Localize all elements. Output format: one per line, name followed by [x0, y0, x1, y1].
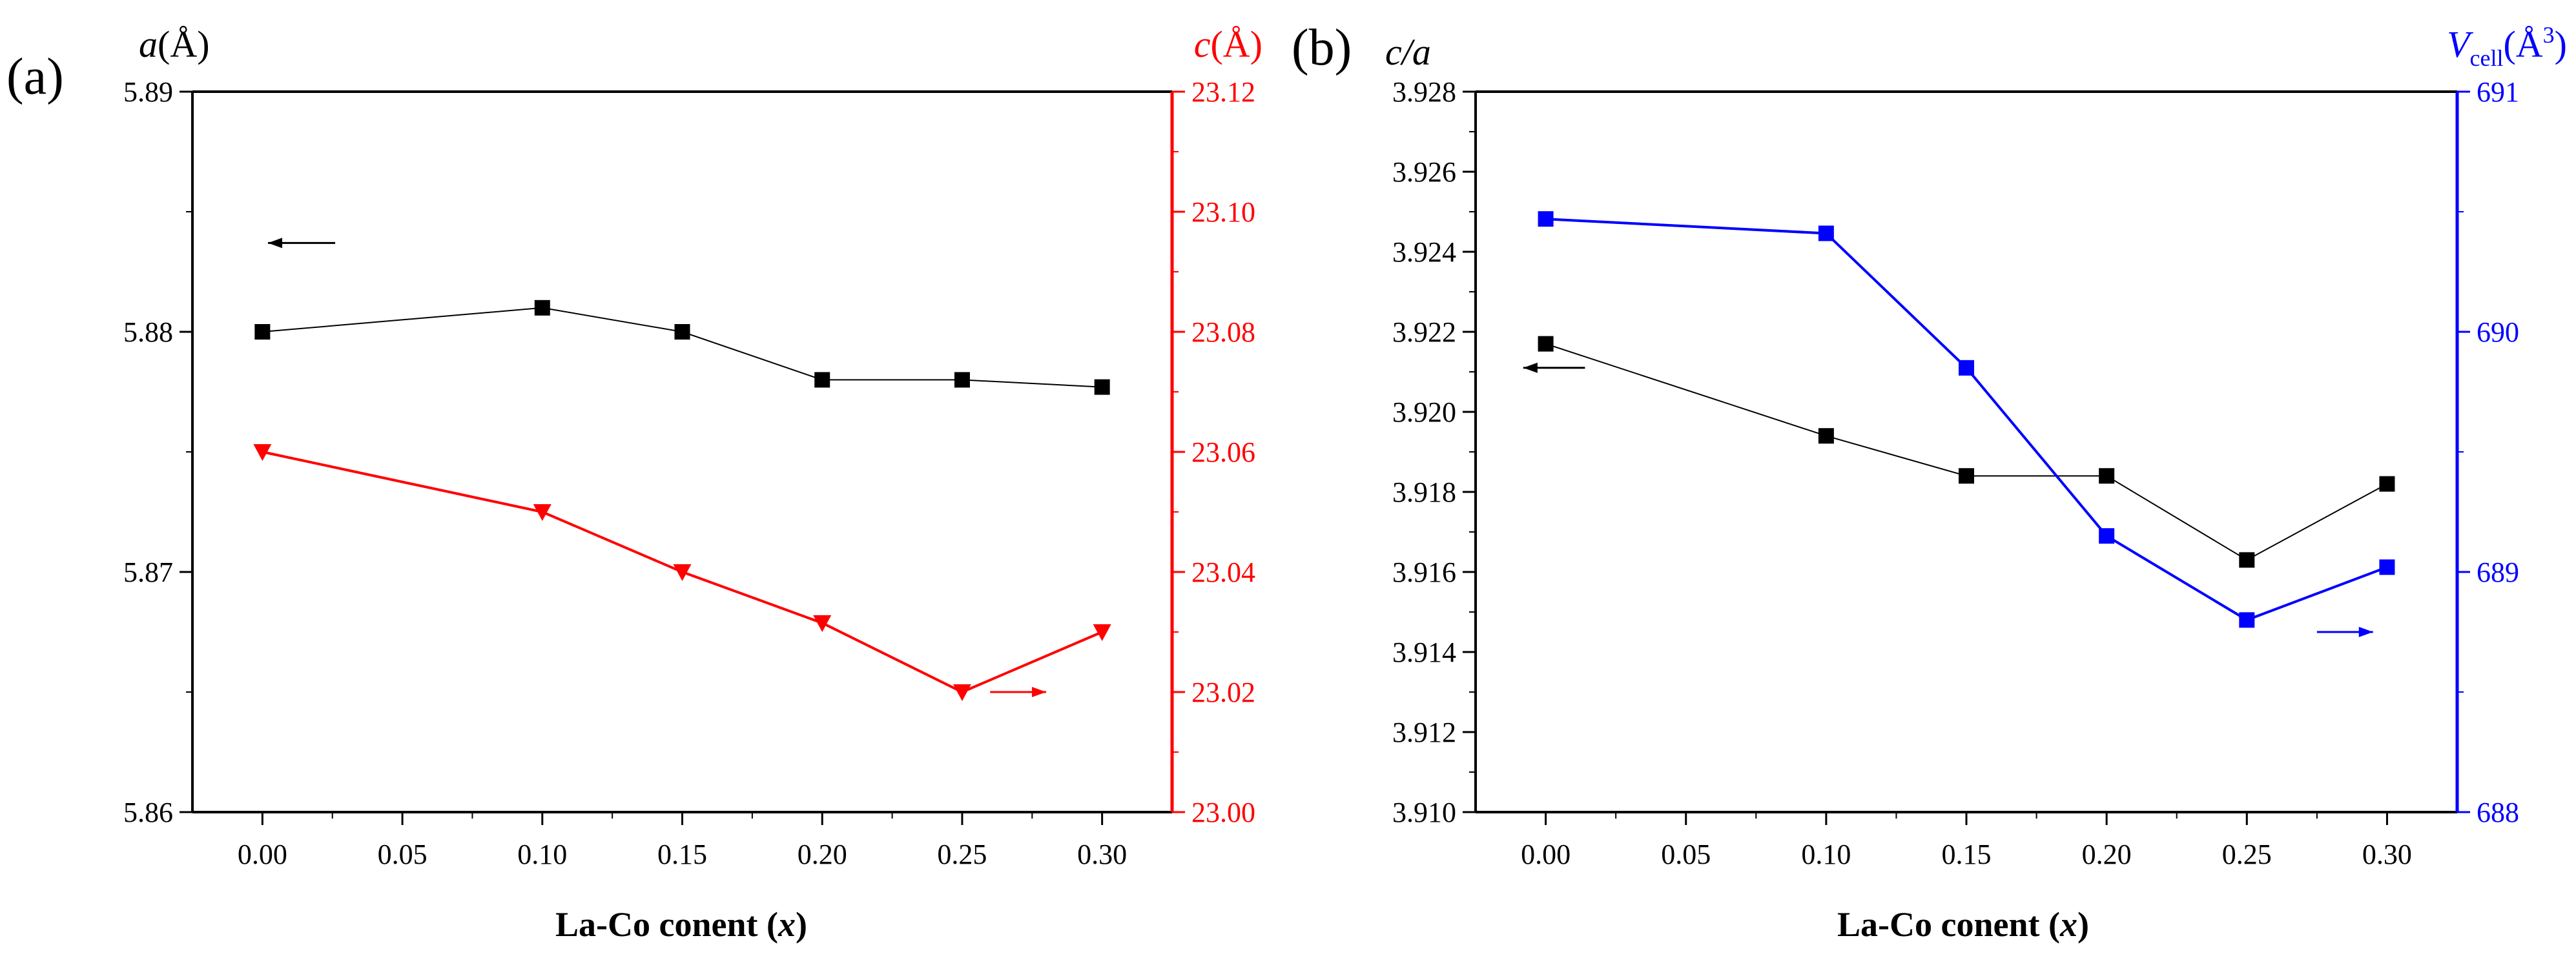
panel-a-x-tick-label: 0.30 — [1077, 839, 1127, 870]
panel-a-right-tick-label: 23.04 — [1191, 556, 1255, 588]
panel-a-x-tick-label: 0.10 — [517, 839, 567, 870]
panel-b-left-tick-label: 3.922 — [1392, 316, 1456, 348]
panel-a-series-a-point — [674, 324, 690, 340]
panel-b-left-tick-label: 3.910 — [1392, 797, 1456, 828]
panel-b-label: (b) — [1292, 19, 1352, 76]
panel-a-series-c-line — [262, 451, 1103, 694]
panel-a-series-a-point — [1094, 379, 1110, 395]
panel-a-series-a-point — [814, 372, 830, 388]
panel-b-left-axis-title: c/a — [1385, 31, 1431, 73]
panel-b-x-tick-label: 0.25 — [2222, 839, 2272, 870]
panel-a-left-tick-label: 5.89 — [123, 76, 173, 108]
panel-a-arrow-right-head — [1031, 687, 1046, 697]
panel-b-left-tick-label: 3.912 — [1392, 717, 1456, 748]
panel-a-right-axis-title: c(Å) — [1194, 23, 1262, 65]
panel-a-label: (a) — [6, 48, 64, 105]
panel-b-x-tick-label: 0.10 — [1801, 839, 1851, 870]
panel-b-right-tick-label: 691 — [2477, 76, 2519, 108]
panel-b-series-Vcell-point — [2099, 528, 2115, 544]
panel-a-series-c-point — [813, 615, 832, 633]
panel-a-x-axis-title: La-Co conent (x) — [555, 905, 807, 944]
panel-a-left-tick-label: 5.87 — [123, 556, 173, 588]
panel-a-series-c-point — [953, 684, 971, 701]
panel-a-right-tick-label: 23.06 — [1191, 436, 1255, 468]
panel-b-series-c-a-point — [1959, 468, 1974, 484]
panel-b-plot: 0.00 0.05 0.10 0.15 0.20 0.25 0.30 3.910 3.912 3.… — [1392, 76, 2519, 870]
panel-a-x-tick-label: 0.00 — [238, 839, 287, 870]
panel-a-x-tick-label: 0.25 — [937, 839, 987, 870]
panel-a-x-tick-label: 0.20 — [798, 839, 847, 870]
panel-a-right-tick-label: 23.00 — [1191, 797, 1255, 828]
panel-a-series-a-point — [254, 324, 271, 340]
panel-a-series-a-point — [954, 372, 970, 388]
panel-a-x-tick-label: 0.15 — [657, 839, 707, 870]
panel-b-left-tick-label: 3.914 — [1392, 637, 1456, 668]
panel-a-series-c-point — [533, 504, 551, 521]
panel-b-x-axis-title: La-Co conent (x) — [1837, 905, 2089, 944]
panel-a-series-a-point — [534, 300, 550, 316]
panel-a-x-tick-label: 0.05 — [378, 839, 428, 870]
panel-b-series-c-a-point — [1818, 428, 1834, 444]
panel-a-right-tick-label: 23.08 — [1191, 316, 1255, 348]
panel-b-series-Vcell-point — [1818, 225, 1834, 241]
panel-b-series-Vcell-point — [1538, 211, 1554, 227]
panel-a-left-axis-title: a(Å) — [139, 23, 210, 65]
panel-b-left-tick-label: 3.926 — [1392, 156, 1456, 188]
panel-b-series-Vcell-point — [1959, 360, 1974, 376]
panel-b-left-tick-label: 3.924 — [1392, 236, 1456, 268]
panel-b-x-tick-label: 0.30 — [2362, 839, 2412, 870]
panel-a-arrow-left-head — [268, 238, 283, 249]
panel-b-x-tick-label: 0.00 — [1521, 839, 1571, 870]
panel-b-x-tick-label: 0.20 — [2082, 839, 2132, 870]
panel-b-right-tick-label: 690 — [2477, 316, 2519, 348]
panel-a-series-c-point — [673, 564, 692, 581]
panel-b-right-axis-title: Vcell(Å3) — [2447, 22, 2567, 71]
panel-b-arrow-right-head — [2358, 627, 2373, 637]
panel-b-series-Vcell-point — [2239, 612, 2255, 628]
panel-a-left-tick-label: 5.88 — [123, 316, 173, 348]
panel-b-left-tick-label: 3.920 — [1392, 396, 1456, 428]
panel-b-x-tick-label: 0.05 — [1661, 839, 1711, 870]
panel-b-right-tick-label: 689 — [2477, 556, 2519, 588]
panel-a-series-a-line — [262, 307, 1102, 388]
panel-a-plot: 0.00 0.05 0.10 0.15 0.20 0.25 0.30 5.86 5.87 5.88… — [123, 76, 1255, 870]
panel-b-series-c-a-point — [2239, 552, 2255, 568]
panel-b-series-c-a-point — [1538, 336, 1554, 352]
panel-b-left-tick-label: 3.916 — [1392, 556, 1456, 588]
panel-a-left-tick-label: 5.86 — [123, 797, 173, 828]
panel-b-series-c-a-point — [2099, 468, 2115, 484]
panel-b-left-tick-label: 3.918 — [1392, 476, 1456, 508]
panel-a-right-tick-label: 23.02 — [1191, 677, 1255, 708]
panel-a-right-tick-label: 23.12 — [1191, 76, 1255, 108]
panel-a-series-c-point — [253, 444, 272, 461]
panel-a-right-tick-label: 23.10 — [1191, 196, 1255, 228]
panel-b-series-c-a-line — [1545, 343, 2387, 561]
panel-b-right-tick-label: 688 — [2477, 797, 2519, 828]
panel-b-x-tick-label: 0.15 — [1942, 839, 1992, 870]
panel-b-series-Vcell-line — [1545, 218, 2388, 622]
panel-b-left-tick-label: 3.928 — [1392, 76, 1456, 108]
panel-b-series-Vcell-point — [2379, 559, 2395, 575]
panel-a-series-c-point — [1093, 624, 1111, 641]
panel-b-arrow-left-head — [1523, 362, 1538, 373]
panel-b-series-c-a-point — [2379, 476, 2395, 492]
